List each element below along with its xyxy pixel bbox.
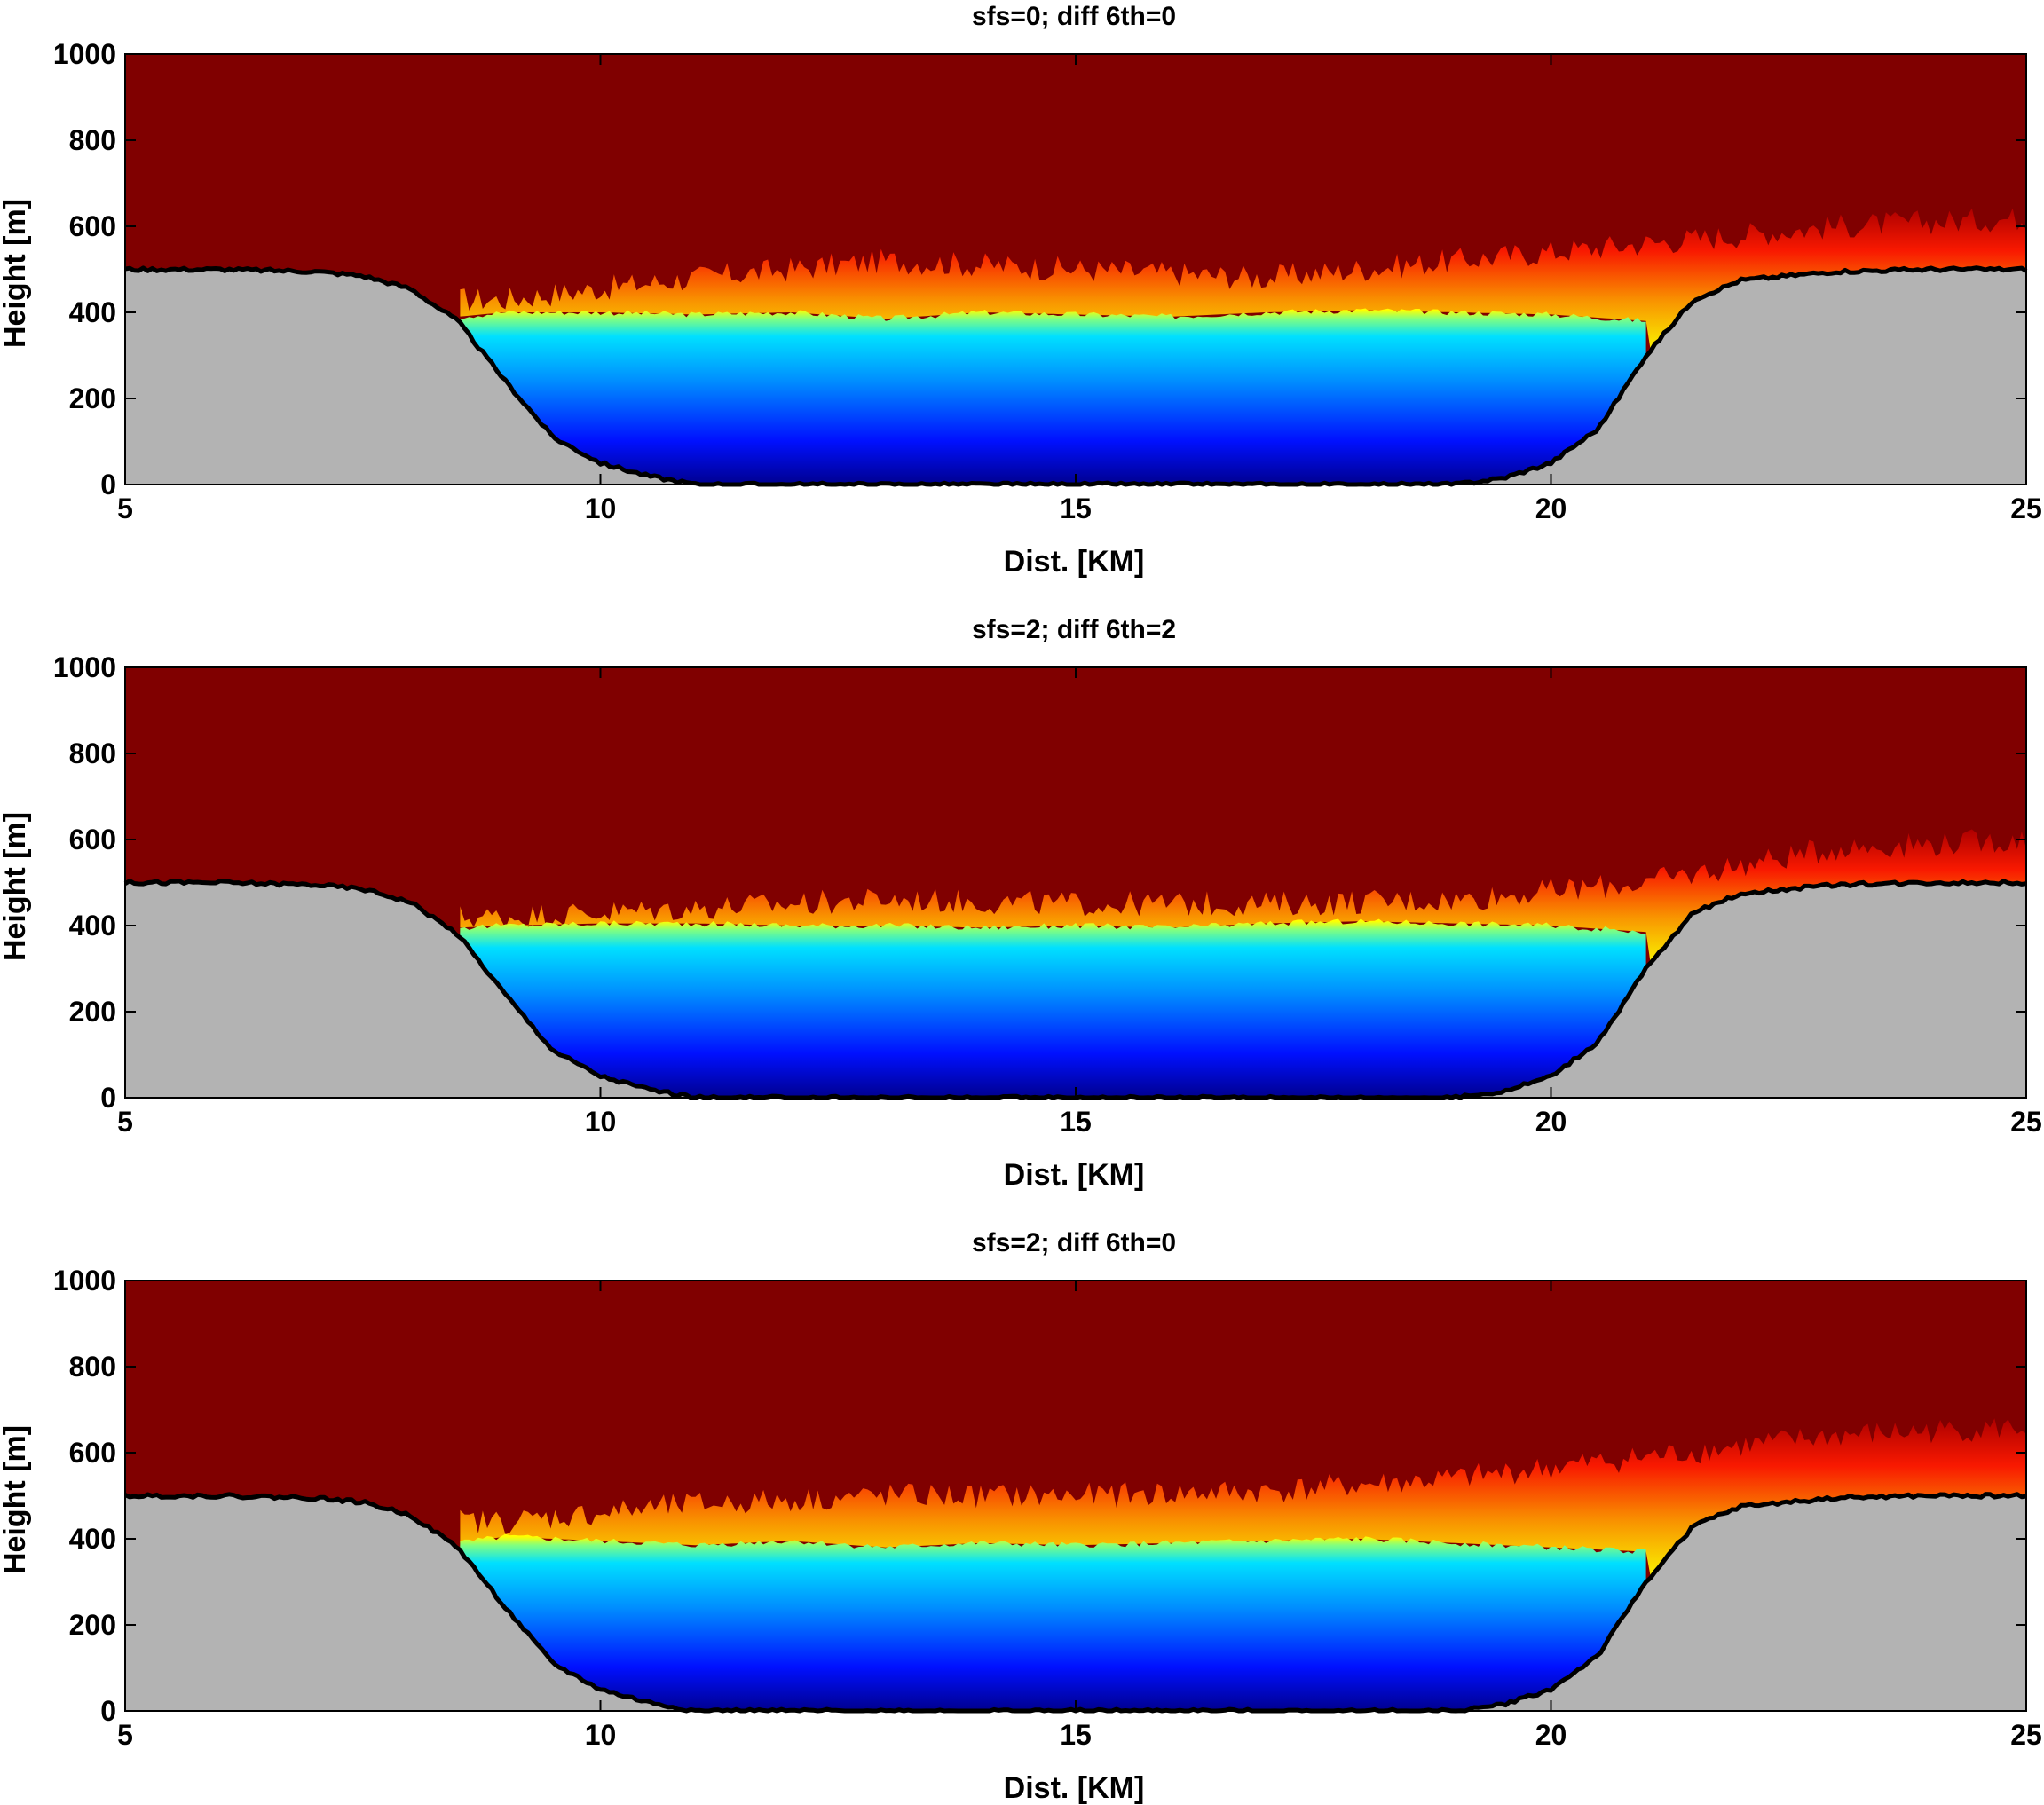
cold-pool <box>457 918 1646 1098</box>
y-tick-label: 0 <box>100 1082 116 1114</box>
cold-pool <box>457 1533 1646 1711</box>
y-axis-label: Height [m] <box>0 812 32 961</box>
x-tick-label: 20 <box>1535 1106 1567 1138</box>
y-tick-label: 1000 <box>53 1265 116 1297</box>
y-tick-label: 200 <box>69 996 116 1028</box>
x-tick-label: 10 <box>585 1106 617 1138</box>
x-tick-label: 20 <box>1535 1719 1567 1751</box>
x-axis-label: Dist. [KM] <box>1004 1771 1145 1805</box>
y-tick-label: 1000 <box>53 651 116 683</box>
x-tick-label: 25 <box>2010 1106 2042 1138</box>
y-tick-label: 1000 <box>53 38 116 70</box>
x-tick-label: 15 <box>1060 1106 1092 1138</box>
terrain <box>125 1494 2026 1711</box>
warm-layer <box>460 208 2026 351</box>
y-tick-label: 0 <box>100 469 116 501</box>
warm-layer <box>460 829 2026 964</box>
y-tick-label: 400 <box>69 1523 116 1555</box>
x-tick-label: 10 <box>585 493 617 524</box>
x-axis-label: Dist. [KM] <box>1004 545 1145 579</box>
y-tick-label: 800 <box>69 1351 116 1383</box>
panel-title: sfs=2; diff 6th=0 <box>972 1228 1176 1257</box>
panel-sfs2-diff2: sfs=2; diff 6th=2 Dist. [KM] Height [m] … <box>0 615 2042 1192</box>
y-tick-label: 600 <box>69 1437 116 1469</box>
x-tick-label: 20 <box>1535 493 1567 524</box>
y-tick-label: 600 <box>69 824 116 855</box>
panel-sfs0-diff0: sfs=0; diff 6th=0 Dist. [KM] Height [m] … <box>0 2 2042 579</box>
x-axis-label: Dist. [KM] <box>1004 1158 1145 1192</box>
cold-pool <box>457 308 1646 485</box>
warm-layer <box>460 1418 2026 1577</box>
y-tick-label: 600 <box>69 210 116 242</box>
y-tick-label: 800 <box>69 124 116 156</box>
x-tick-label: 25 <box>2010 1719 2042 1751</box>
x-tick-label: 5 <box>117 1106 133 1138</box>
panel-sfs2-diff0: sfs=2; diff 6th=0 Dist. [KM] Height [m] … <box>0 1228 2042 1805</box>
x-tick-label: 15 <box>1060 493 1092 524</box>
x-tick-label: 5 <box>117 493 133 524</box>
x-tick-label: 5 <box>117 1719 133 1751</box>
terrain <box>125 267 2026 485</box>
x-tick-label: 10 <box>585 1719 617 1751</box>
x-tick-label: 25 <box>2010 493 2042 524</box>
y-axis-label: Height [m] <box>0 199 32 348</box>
y-tick-label: 200 <box>69 382 116 414</box>
terrain <box>125 880 2026 1098</box>
y-axis-label: Height [m] <box>0 1425 32 1574</box>
panel-title: sfs=0; diff 6th=0 <box>972 2 1176 31</box>
y-tick-label: 400 <box>69 296 116 328</box>
y-tick-label: 800 <box>69 737 116 769</box>
y-tick-label: 400 <box>69 910 116 942</box>
y-tick-label: 0 <box>100 1695 116 1727</box>
panel-title: sfs=2; diff 6th=2 <box>972 615 1176 644</box>
x-tick-label: 15 <box>1060 1719 1092 1751</box>
y-tick-label: 200 <box>69 1609 116 1641</box>
